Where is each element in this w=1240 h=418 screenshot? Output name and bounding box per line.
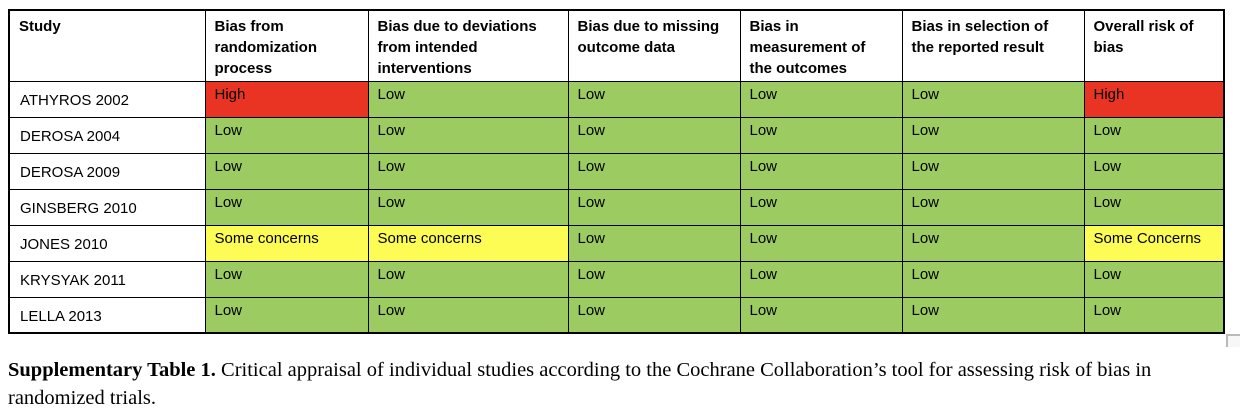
bias-cell-low: Low — [901, 224, 1085, 262]
bias-cell-low: Low — [367, 188, 569, 226]
column-header-2: Bias due to deviations from intended int… — [367, 9, 569, 82]
table-row: JONES 2010 Some concerns Some concerns Low L… — [8, 224, 1225, 262]
bias-cell-low: Low — [739, 224, 903, 262]
table-row: LELLA 2013 Low Low Low Low Low Low — [8, 296, 1225, 334]
bias-cell-low: Low — [901, 116, 1085, 154]
bias-cell-low: Low — [901, 296, 1085, 334]
table-row: DEROSA 2009 Low Low Low Low Low Low — [8, 152, 1225, 190]
bias-cell-high: High — [1083, 80, 1225, 118]
bias-cell-low: Low — [567, 188, 741, 226]
column-header-3: Bias due to missing outcome data — [567, 9, 741, 82]
bias-cell-low: Low — [367, 296, 569, 334]
bias-cell-low: Low — [567, 296, 741, 334]
bias-cell-low: Low — [567, 116, 741, 154]
bias-cell-low: Low — [901, 152, 1085, 190]
column-header-5: Bias in selection of the reported result — [901, 9, 1085, 82]
table-row: KRYSYAK 2011 Low Low Low Low Low Low — [8, 260, 1225, 298]
bias-cell-low: Low — [367, 260, 569, 298]
bias-cell-low: Low — [204, 152, 369, 190]
column-header-1: Bias from randomization process — [204, 9, 369, 82]
study-cell: DEROSA 2004 — [8, 116, 206, 154]
bias-cell-low: Low — [739, 260, 903, 298]
bias-cell-low: Low — [1083, 152, 1225, 190]
study-cell: LELLA 2013 — [8, 296, 206, 334]
bias-cell-low: Low — [901, 188, 1085, 226]
study-cell: KRYSYAK 2011 — [8, 260, 206, 298]
bias-cell-low: Low — [367, 152, 569, 190]
bias-cell-concerns: Some Concerns — [1083, 224, 1225, 262]
bias-cell-low: Low — [1083, 188, 1225, 226]
table-row: GINSBERG 2010 Low Low Low Low Low Low — [8, 188, 1225, 226]
study-cell: ATHYROS 2002 — [8, 80, 206, 118]
bias-cell-low: Low — [1083, 116, 1225, 154]
bias-cell-low: Low — [739, 296, 903, 334]
risk-of-bias-table: Study Bias from randomization process Bias… — [8, 9, 1225, 334]
bias-cell-low: Low — [204, 116, 369, 154]
caption-label: Supplementary Table 1. — [8, 359, 216, 381]
bias-cell-low: Low — [739, 116, 903, 154]
bias-cell-low: Low — [204, 188, 369, 226]
study-cell: JONES 2010 — [8, 224, 206, 262]
bias-cell-low: Low — [204, 296, 369, 334]
bias-cell-low: Low — [901, 80, 1085, 118]
column-header-0: Study — [8, 9, 206, 82]
table-resize-handle[interactable] — [1226, 334, 1240, 347]
study-cell: GINSBERG 2010 — [8, 188, 206, 226]
bias-cell-low: Low — [739, 188, 903, 226]
bias-cell-concerns: Some concerns — [204, 224, 369, 262]
column-header-4: Bias in measurement of the outcomes — [739, 9, 903, 82]
bias-cell-concerns: Some concerns — [367, 224, 569, 262]
bias-cell-low: Low — [1083, 260, 1225, 298]
bias-cell-low: Low — [901, 260, 1085, 298]
bias-cell-low: Low — [567, 152, 741, 190]
table-row: DEROSA 2004 Low Low Low Low Low Low — [8, 116, 1225, 154]
bias-cell-high: High — [204, 80, 369, 118]
table-caption: Supplementary Table 1. Critical appraisa… — [8, 356, 1236, 412]
table-row: ATHYROS 2002 High Low Low Low Low High — [8, 80, 1225, 118]
bias-cell-low: Low — [367, 80, 569, 118]
bias-cell-low: Low — [739, 80, 903, 118]
caption-text: Critical appraisal of individual studies… — [8, 359, 1152, 409]
bias-cell-low: Low — [739, 152, 903, 190]
study-cell: DEROSA 2009 — [8, 152, 206, 190]
header-row: Study Bias from randomization process Bias… — [8, 9, 1225, 82]
bias-cell-low: Low — [567, 260, 741, 298]
bias-cell-low: Low — [567, 224, 741, 262]
bias-cell-low: Low — [567, 80, 741, 118]
bias-cell-low: Low — [204, 260, 369, 298]
bias-cell-low: Low — [1083, 296, 1225, 334]
column-header-6: Overall risk of bias — [1083, 9, 1225, 82]
bias-cell-low: Low — [367, 116, 569, 154]
